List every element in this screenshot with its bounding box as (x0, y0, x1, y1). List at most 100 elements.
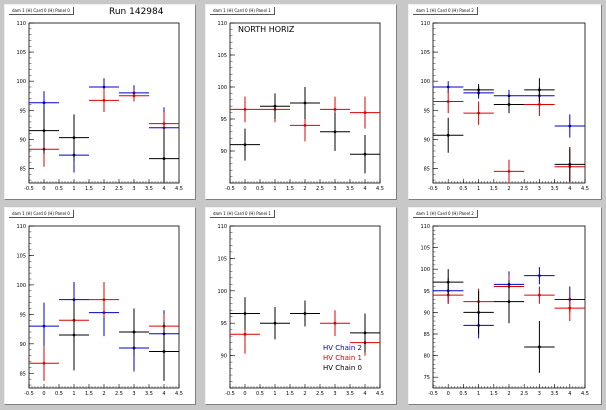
y-tick-label: 95 (424, 289, 430, 295)
data-point (42, 101, 46, 105)
data-point (273, 321, 277, 325)
x-tick-label: 2 (102, 391, 105, 397)
x-tick-label: 0.5 (256, 186, 264, 192)
data-point (162, 122, 166, 126)
x-tick-label: 4.5 (376, 186, 384, 192)
x-tick-label: 1 (477, 186, 480, 192)
data-point (72, 333, 76, 337)
x-tick-label: 0.5 (256, 391, 264, 397)
pad-title: dam 1 (H) Card 0 (H) Panel 0 (9, 7, 74, 15)
pad-title: dam 1 (H) Card 0 (H) Panel 2 (413, 210, 478, 218)
data-point (333, 130, 337, 134)
run-label: Run 142984 (109, 7, 164, 17)
y-tick-label: 105 (420, 50, 430, 56)
data-point (72, 136, 76, 140)
y-tick-label: 105 (16, 50, 26, 56)
x-tick-label: 2.5 (316, 391, 324, 397)
y-tick-label: 100 (217, 289, 227, 295)
data-point (273, 104, 277, 108)
data-point (243, 108, 247, 111)
chart-svg: -0.5 0 0.5 1 1.5 2 2.5 3 3.5 4 4.5 90 95 100 105 110 (217, 224, 384, 397)
pad-title: dam 1 (H) Card 0 (H) Panel 1 (210, 7, 275, 15)
pad-2: -0.5 0 0.5 1 1.5 2 2.5 3 3.5 4 4.5 90 95 100 105 110 da… (205, 4, 397, 200)
x-tick-label: 2 (507, 391, 510, 397)
data-point (162, 350, 166, 353)
pad-1: -0.5 0 0.5 1 1.5 2 2.5 3 3.5 4 4.5 85 90 95 100 105 110 … (4, 4, 196, 200)
data-point (363, 331, 367, 335)
chart-svg: -0.5 0 0.5 1 1.5 2 2.5 3 3.5 4 4.5 90 95 100 105 110 (217, 21, 384, 192)
x-tick-label: -0.5 (428, 391, 438, 397)
pad-title: dam 1 (H) Card 0 (H) Panel 0 (9, 210, 74, 218)
y-tick-label: 95 (20, 108, 26, 114)
y-tick-label: 90 (20, 342, 26, 348)
y-tick-label: 110 (420, 224, 430, 230)
data-point (42, 361, 46, 365)
data-point (333, 108, 337, 111)
legend-entry-hv-chain-2: HV Chain 2 (323, 344, 362, 352)
data-point (303, 101, 307, 105)
data-point (333, 321, 337, 325)
x-tick-label: 2.5 (115, 391, 123, 397)
x-tick-label: 3.5 (551, 186, 559, 192)
chart-svg: -0.5 0 0.5 1 1.5 2 2.5 3 3.5 4 4.5 85 90 95 100 105 110 (16, 21, 183, 192)
data-point (303, 124, 307, 127)
data-point (363, 111, 367, 114)
data-point (507, 169, 511, 173)
pad-6: -0.5 0 0.5 1 1.5 2 2.5 3 3.5 4 4.5 75 80 85 90 95 100 105… (408, 207, 602, 405)
y-tick-label: 90 (221, 149, 227, 155)
data-point (132, 330, 136, 334)
x-tick-label: 4.5 (376, 391, 384, 397)
x-tick-label: 1.5 (286, 391, 294, 397)
data-point (568, 124, 572, 128)
x-tick-label: 0.5 (55, 186, 63, 192)
x-tick-label: 1 (72, 391, 75, 397)
x-tick-label: 1 (273, 186, 276, 192)
chart-svg: -0.5 0 0.5 1 1.5 2 2.5 3 3.5 4 4.5 85 90 95 100 105 110 (16, 224, 183, 397)
legend: HV Chain 2 HV Chain 1 HV Chain 0 (323, 343, 362, 373)
chart-svg: -0.5 0 0.5 1 1.5 2 2.5 3 3.5 4 4.5 85 90 95 100 105 110 (420, 21, 589, 192)
data-point (42, 324, 46, 328)
data-point (446, 100, 450, 103)
pad-3: -0.5 0 0.5 1 1.5 2 2.5 3 3.5 4 4.5 85 90 95 100 105 110 … (408, 4, 602, 200)
x-tick-label: 4.5 (175, 391, 183, 397)
x-tick-label: 3.5 (346, 186, 354, 192)
x-tick-label: 1.5 (85, 186, 93, 192)
x-tick-label: -0.5 (428, 186, 438, 192)
y-tick-label: 95 (424, 108, 430, 114)
y-tick-label: 105 (16, 253, 26, 259)
data-point (132, 94, 136, 98)
x-tick-label: 4 (162, 391, 165, 397)
data-point (446, 133, 450, 137)
y-tick-label: 105 (420, 246, 430, 252)
legend-entry-hv-chain-1: HV Chain 1 (323, 354, 362, 362)
y-tick-label: 80 (424, 354, 430, 360)
data-point (538, 103, 541, 106)
y-tick-label: 100 (16, 79, 26, 85)
data-point (363, 152, 367, 156)
x-tick-label: 1 (72, 186, 75, 192)
data-point (243, 312, 247, 315)
north-label: NORTH HORIZ (238, 25, 295, 34)
data-point (507, 103, 511, 106)
x-tick-label: 4.5 (581, 186, 589, 192)
chart-svg: -0.5 0 0.5 1 1.5 2 2.5 3 3.5 4 4.5 75 80 85 90 95 100 105… (420, 224, 589, 397)
x-tick-label: 0 (243, 391, 246, 397)
x-tick-label: 3 (333, 186, 336, 192)
x-tick-label: 3 (538, 186, 541, 192)
data-point (538, 88, 541, 92)
y-tick-label: 100 (420, 79, 430, 85)
x-tick-label: -0.5 (24, 186, 34, 192)
data-point (568, 162, 572, 166)
y-tick-label: 110 (16, 21, 26, 27)
x-tick-label: 1.5 (490, 186, 498, 192)
y-tick-label: 100 (16, 283, 26, 289)
x-tick-label: 0.5 (459, 391, 467, 397)
pad-title: dam 1 (H) Card 0 (H) Panel 2 (413, 7, 478, 15)
x-tick-label: 2 (303, 186, 306, 192)
data-point (303, 312, 307, 315)
data-point (538, 345, 541, 349)
x-tick-label: 2.5 (520, 391, 528, 397)
x-tick-label: 1.5 (490, 391, 498, 397)
x-tick-label: 2 (102, 186, 105, 192)
y-tick-label: 90 (20, 137, 26, 143)
